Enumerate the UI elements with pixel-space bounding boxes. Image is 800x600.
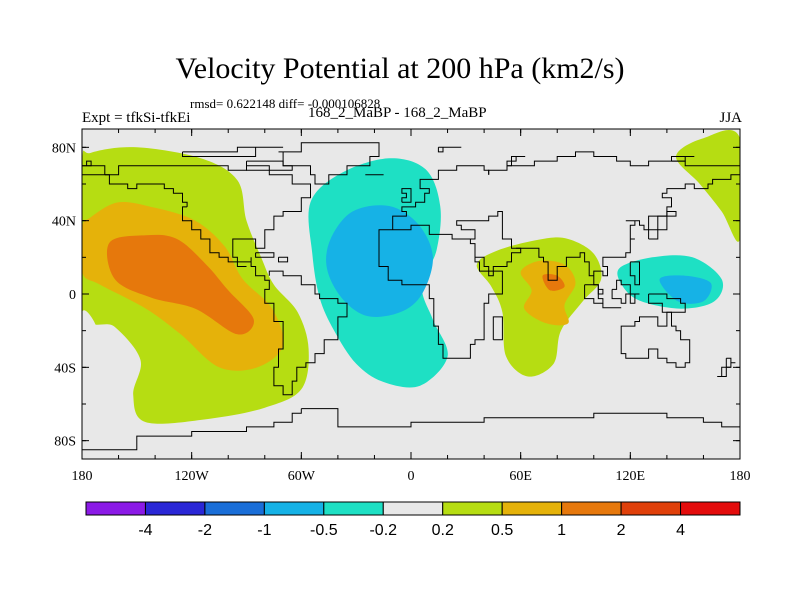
x-tick-label: 120E (616, 469, 646, 484)
colorbar-swatch (680, 501, 741, 516)
colorbar-label: 0.5 (491, 522, 513, 539)
colorbar-swatch (85, 501, 146, 516)
colorbar-label: 4 (676, 522, 685, 539)
case-names: 168_2_MaBP - 168_2_MaBP (308, 105, 487, 121)
coastline-segment (401, 188, 412, 203)
coastline-segment (648, 293, 686, 313)
x-tick-label: 0 (408, 469, 415, 484)
coastline-segment (456, 211, 522, 272)
coastline-segment (717, 366, 731, 377)
coastline-segment (666, 211, 677, 217)
coastline-segment (278, 256, 289, 263)
season-label: JJA (719, 110, 742, 126)
coastline-segment (301, 408, 740, 437)
coastline-segment (602, 303, 622, 309)
y-tick-label: 80N (52, 141, 76, 156)
coastline-segment (620, 311, 691, 368)
coastline-segment (104, 174, 188, 207)
coastline-segment (255, 252, 275, 258)
x-tick-label: 180 (72, 469, 93, 484)
coastline-segment (506, 156, 526, 167)
colorbar-swatch (620, 501, 682, 516)
axis-ticks: 180 120W 60W 0 60E 120E 180 80N 40N 0 40S 80S (52, 129, 751, 484)
colorbar-label: -0.5 (310, 522, 338, 539)
colorbar-label: 1 (557, 522, 566, 539)
colorbar-swatch (144, 501, 206, 516)
coastline-segment (648, 215, 668, 240)
coastline-segment (278, 142, 380, 185)
y-tick-label: 0 (69, 288, 76, 303)
colorbar-swatch (442, 501, 503, 516)
colorbar-swatch (323, 501, 384, 516)
colorbar-label: -2 (198, 522, 212, 539)
colorbar-label: 0.2 (432, 522, 454, 539)
contour-region (106, 234, 254, 335)
colorbar-label: 2 (617, 522, 626, 539)
colorbar-swatch (501, 501, 563, 516)
coastlines (82, 142, 740, 451)
coastline-segment (182, 146, 284, 157)
colorbar-label: -0.2 (369, 522, 397, 539)
coastline-segment (82, 408, 302, 451)
colorbar: -4 -2 -1 -0.5 -0.2 0.2 0.5 1 2 4 (85, 501, 741, 539)
x-tick-label: 180 (730, 469, 751, 484)
coastline-segment (104, 165, 348, 396)
chart-title: Velocity Potential at 200 hPa (km2/s) (175, 52, 625, 85)
coastline-segment (392, 165, 490, 230)
experiment-label: Expt = tfkSi-tfkEi (82, 110, 191, 126)
contour-region (520, 260, 576, 326)
y-tick-label: 80S (54, 435, 76, 450)
coastline-segment (437, 146, 462, 153)
x-tick-label: 120W (175, 469, 210, 484)
contour-region (659, 275, 712, 304)
coastline-segment (182, 206, 247, 267)
colorbar-label: -4 (138, 522, 152, 539)
coastline-segment (629, 293, 640, 304)
colorbar-swatch (561, 501, 622, 516)
coastline-segment (246, 160, 293, 171)
colorbar-label: -1 (257, 522, 271, 539)
contour-region (82, 310, 102, 374)
colorbar-swatch (263, 501, 325, 516)
x-tick-label: 60W (288, 469, 316, 484)
coastline-segment (671, 156, 695, 162)
coastline-segment (516, 174, 740, 295)
colorbar-swatch (204, 501, 265, 516)
y-tick-label: 40S (54, 361, 76, 376)
contour-fills (82, 129, 740, 424)
coastline-segment (378, 224, 503, 359)
rmsd-diff-stats: rmsd= 0.622148 diff= -0.000106828 (190, 96, 381, 111)
colorbar-swatch (382, 501, 444, 516)
contour-region (326, 205, 433, 317)
x-tick-label: 60E (509, 469, 532, 484)
coastline-segment (629, 261, 640, 286)
coastline-segment (82, 160, 92, 167)
coastline-segment (492, 316, 503, 341)
y-tick-label: 40N (52, 215, 76, 230)
